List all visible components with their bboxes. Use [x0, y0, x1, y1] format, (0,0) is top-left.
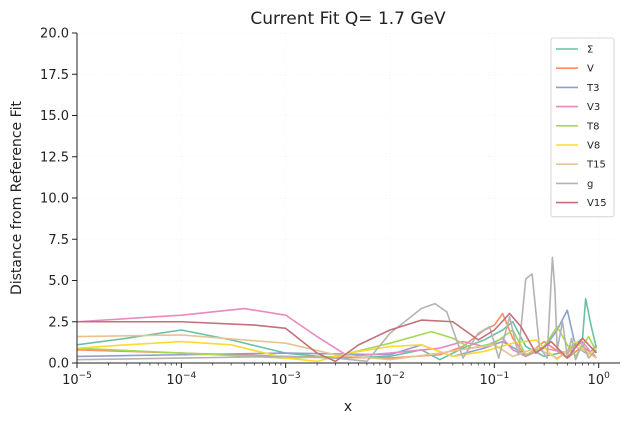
x-tick-label-3: 10−2	[375, 371, 405, 388]
y-tick-label-1: 2.5	[48, 315, 69, 330]
x-tick-label-5: 100	[588, 371, 611, 388]
legend-label-3: T3	[586, 83, 599, 94]
grid	[76, 32, 620, 364]
legend-label-6: V8	[587, 141, 600, 152]
series-line-9	[77, 312, 597, 363]
y-tick-label-4: 10.0	[40, 192, 69, 207]
y-axis-ticks: 0.0 2.5 5.0 7.5 10.0 12.5 15.0 17.5 20.0	[40, 27, 77, 372]
x-axis-label: x	[344, 399, 352, 415]
legend-label-7: T15	[586, 160, 606, 171]
series-line-4	[76, 307, 595, 358]
legend-label-8: g	[587, 179, 593, 190]
y-tick-label-3: 7.5	[48, 233, 69, 248]
y-tick-label-5: 12.5	[40, 150, 69, 165]
y-tick-label-6: 15.0	[40, 109, 69, 124]
series-lines	[76, 256, 598, 363]
legend: ΣV T3 V3 T8 V8 T15 g V15	[550, 37, 615, 218]
series-line-7	[76, 334, 597, 361]
y-tick-label-0: 0.0	[48, 357, 69, 372]
x-tick-label-2: 10−3	[271, 371, 301, 388]
legend-label-5: T8	[586, 121, 599, 132]
y-tick-label-2: 5.0	[48, 274, 69, 289]
legend-box	[550, 37, 615, 218]
x-tick-label-4: 10−1	[479, 371, 509, 388]
legend-label-4: V3	[587, 102, 600, 113]
x-tick-label-1: 10−4	[166, 371, 196, 388]
y-tick-label-8: 20.0	[40, 27, 69, 42]
legend-label-2: V	[587, 64, 594, 75]
legend-label-9: V15	[587, 198, 607, 209]
chart-title: Current Fit Q= 1.7 GeV	[250, 9, 446, 29]
series-line-8	[76, 256, 597, 363]
x-tick-label-0: 10−5	[62, 371, 92, 388]
x-axis-ticks: 10−5 10−4 10−3 10−2 10−1 100	[62, 363, 610, 388]
y-axis-label: Distance from Reference Fit	[9, 100, 25, 295]
y-tick-label-7: 17.5	[40, 68, 69, 83]
legend-label-1: Σ	[587, 45, 593, 56]
